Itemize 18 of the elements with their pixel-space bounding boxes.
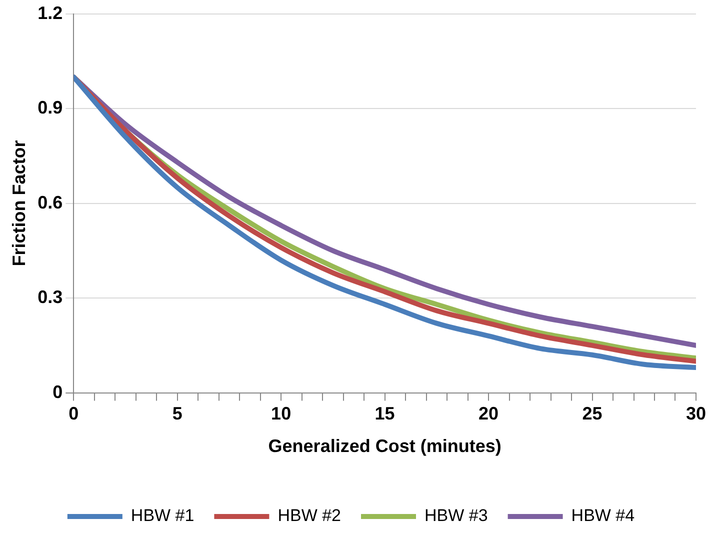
y-tick-label: 0.9	[38, 98, 63, 118]
y-axis-title: Friction Factor	[8, 140, 29, 266]
x-tick-label: 15	[374, 404, 395, 424]
x-tick-label: 5	[172, 404, 182, 424]
x-axis-title: Generalized Cost (minutes)	[268, 436, 502, 456]
x-tick-label: 30	[686, 404, 706, 424]
legend-label: HBW #2	[278, 506, 342, 526]
legend-label: HBW #4	[571, 506, 635, 526]
x-tick-label: 20	[478, 404, 499, 424]
x-tick-label: 25	[582, 404, 602, 424]
x-tick-label: 0	[68, 404, 79, 424]
y-tick-label: 0	[52, 382, 63, 402]
legend-label: HBW #3	[424, 506, 488, 526]
y-tick-label: 0.3	[38, 287, 63, 308]
y-tick-label: 1.2	[38, 2, 63, 23]
x-tick-label: 10	[271, 404, 292, 424]
y-tick-label: 0.6	[38, 192, 63, 212]
legend-label: HBW #1	[130, 506, 194, 526]
